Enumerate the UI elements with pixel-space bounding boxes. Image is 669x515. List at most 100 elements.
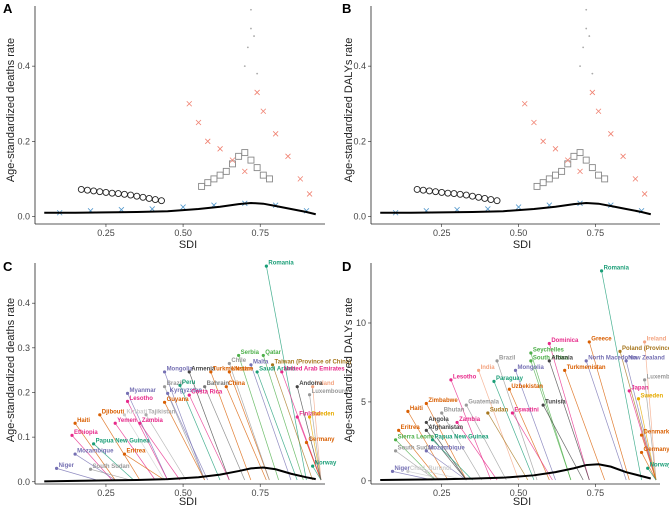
data-marks: Romania Dominica Greece Ireland Poland (Prov… (380, 265, 669, 482)
country-label: Tajikistan (148, 409, 176, 415)
cross-point (589, 89, 596, 96)
country-label: Kiribati (126, 409, 147, 415)
panel-letter: C (3, 259, 13, 274)
circle-point (456, 190, 464, 198)
country-point (390, 469, 395, 473)
y-axis-title: Age-standardized DALYs rate (343, 298, 355, 443)
country-trajectory (493, 381, 535, 481)
country-trajectory (441, 412, 483, 481)
country-label: Haiti (77, 418, 90, 424)
country-trajectory (296, 386, 322, 481)
country-trajectory (188, 371, 230, 481)
country-point (424, 428, 428, 432)
country-label: Zambia (459, 417, 481, 423)
country-label: Eritrea (126, 449, 146, 455)
square-point (204, 179, 212, 187)
cross-point (180, 204, 186, 210)
x-tick-label: 0.50 (510, 228, 528, 238)
cross-point (195, 119, 202, 126)
country-label: Romania (268, 261, 294, 267)
country-trajectory (638, 398, 657, 481)
country-label: Malta (253, 359, 269, 365)
x-axis-title: SDI (513, 496, 531, 508)
country-label: Qatar (265, 350, 281, 356)
dot-point (588, 35, 591, 37)
country-label: Brazil (167, 381, 184, 387)
panel-letter: A (3, 1, 13, 16)
cross-point (620, 153, 626, 160)
square-point (552, 171, 559, 179)
y-tick-label: 0.2 (17, 387, 30, 397)
country-label: Papua New Guinea (434, 434, 489, 440)
country-point (584, 359, 588, 363)
country-trajectory (210, 371, 252, 481)
country-label: Lesotho (130, 396, 154, 402)
country-trajectory (465, 404, 507, 481)
dot-point (246, 46, 249, 49)
dot-point (256, 72, 259, 75)
country-point (618, 349, 622, 353)
country-trajectory (426, 450, 467, 481)
cross-point (297, 176, 304, 182)
country-trajectory (644, 341, 657, 481)
country-point (464, 403, 468, 407)
axis-ticks: 0.25 0.50 0.75 0.0 0.1 0.2 0.3 0.4 (17, 298, 268, 498)
circle-point (469, 192, 476, 200)
y-axis-title: Age-standardized DALYs rate (343, 38, 355, 183)
country-trajectory (395, 439, 436, 481)
country-point (477, 368, 481, 372)
country-trajectory (588, 341, 630, 481)
country-label: Eritrea (401, 425, 421, 431)
y-tick-label: 0.0 (17, 477, 30, 487)
country-point (307, 415, 312, 419)
country-point (54, 466, 59, 470)
country-trajectory (641, 434, 657, 481)
cross-point (515, 204, 522, 210)
country-label: Myanmar (130, 388, 157, 394)
country-trajectory (262, 355, 304, 481)
country-trajectory (164, 371, 205, 481)
country-trajectory (309, 394, 322, 481)
circle-point (438, 188, 446, 196)
y-tick-label: 10 (356, 318, 366, 328)
country-point (547, 341, 551, 346)
country-label: United Arab Emirates (284, 366, 345, 372)
country-trajectory (229, 371, 270, 481)
country-point (529, 351, 533, 355)
country-label: Niger (395, 466, 411, 472)
circle-point (114, 190, 122, 198)
country-label: Sierra Leone (398, 434, 435, 440)
country-trajectory (238, 355, 279, 481)
country-label: North Macedonia (588, 355, 637, 361)
country-point (187, 370, 191, 374)
country-label: Niger (59, 463, 75, 469)
dot-point (585, 8, 588, 11)
country-label: Ethiopia (74, 430, 98, 436)
country-label: Zambia (142, 418, 164, 424)
country-point (209, 370, 213, 374)
country-trajectory (71, 435, 113, 481)
x-tick-label: 0.50 (510, 488, 528, 498)
country-point (227, 370, 231, 374)
square-point (576, 149, 584, 157)
dot-point (582, 46, 585, 49)
country-point (449, 378, 453, 382)
square-point (247, 156, 255, 164)
y-axis-title: Age-standardized deaths rate (5, 38, 17, 182)
country-label: Angola (428, 417, 449, 423)
country-trajectory (432, 439, 473, 481)
country-label: Chad (410, 466, 425, 472)
circle-point (145, 194, 153, 202)
country-label: Norway (315, 461, 337, 467)
country-point (529, 359, 533, 363)
country-label: South Africa (533, 355, 569, 361)
country-point (406, 469, 410, 473)
country-point (125, 391, 130, 395)
country-trajectory (272, 364, 313, 481)
country-label: Albania (551, 355, 573, 361)
y-tick-label: 0.4 (17, 61, 30, 71)
country-point (255, 370, 259, 374)
country-label: Mozambique (428, 445, 465, 451)
country-label: Mongolia (518, 365, 545, 371)
dot-point (585, 27, 588, 30)
